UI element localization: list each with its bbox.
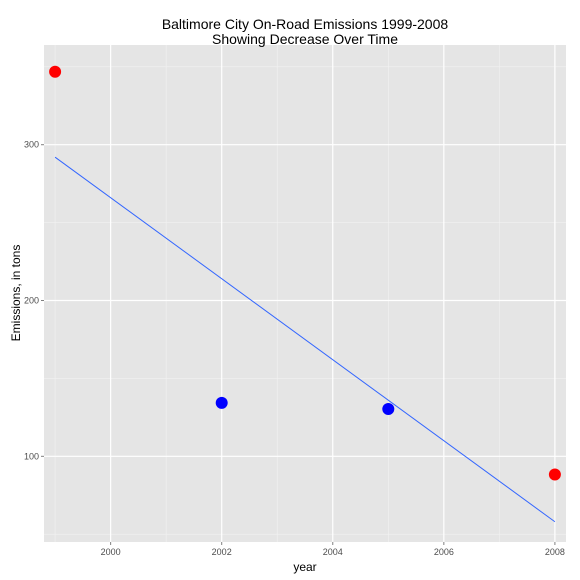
x-tick-label: 2006 — [434, 547, 454, 557]
x-tick-label: 2002 — [212, 547, 232, 557]
data-point — [49, 65, 62, 78]
trend-line — [54, 156, 556, 523]
grid-major — [44, 45, 566, 542]
chart-title: Baltimore City On-Road Emissions 1999-20… — [162, 16, 449, 32]
x-tick-label: 2004 — [323, 547, 343, 557]
plot-panel — [44, 45, 566, 542]
x-axis-title: year — [293, 560, 316, 574]
y-tick-label: 100 — [24, 451, 39, 461]
x-axis-ticks: 2000 2002 2004 2006 2008 — [101, 542, 565, 557]
y-tick-label: 300 — [24, 140, 39, 150]
y-axis-ticks: 100 200 300 — [24, 140, 44, 461]
data-point — [548, 468, 561, 481]
data-point — [382, 402, 395, 415]
x-tick-label: 2000 — [101, 547, 121, 557]
points-layer — [49, 65, 561, 481]
grid-minor — [44, 45, 566, 542]
trend-layer — [54, 156, 556, 523]
y-axis-title: Emissions, in tons — [9, 245, 23, 342]
x-tick-label: 2008 — [545, 547, 565, 557]
y-tick-label: 200 — [24, 296, 39, 306]
chart-subtitle: Showing Decrease Over Time — [212, 31, 398, 47]
data-point — [215, 396, 228, 409]
